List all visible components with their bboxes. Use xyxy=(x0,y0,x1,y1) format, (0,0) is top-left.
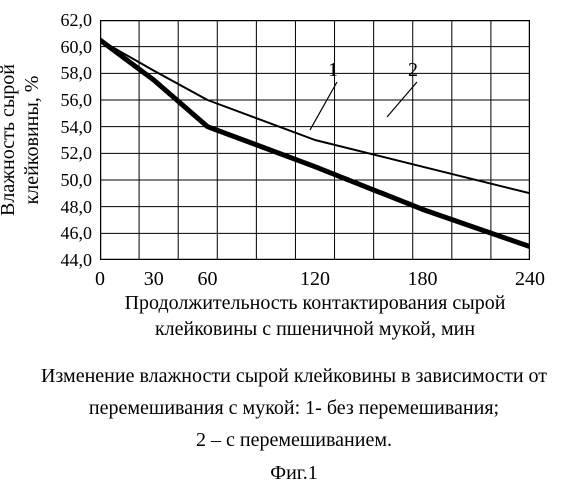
y-axis-label: Влажность сырой клейковины, % xyxy=(0,64,44,216)
y-axis-label-line1: Влажность сырой xyxy=(0,64,19,216)
x-tick-label: 240 xyxy=(515,268,545,291)
x-tick-label: 60 xyxy=(198,268,218,291)
x-tick-label: 120 xyxy=(300,268,330,291)
series-label-2: 2 xyxy=(408,59,418,81)
y-tick-label: 52,0 xyxy=(61,144,93,162)
chart-plot-area: 12 44,046,048,050,052,054,056,058,060,06… xyxy=(100,20,530,260)
caption-line-3: 2 – с перемешиванием. xyxy=(196,429,392,451)
series-label-1: 1 xyxy=(328,59,338,81)
y-tick-label: 54,0 xyxy=(61,118,93,136)
y-tick-label: 58,0 xyxy=(61,64,93,82)
y-axis-label-container: Влажность сырой клейковины, % xyxy=(0,20,40,260)
figure-caption: Изменение влажности сырой клейковины в з… xyxy=(0,360,588,456)
y-tick-label: 48,0 xyxy=(61,198,93,216)
caption-line-2: перемешивания с мукой: 1- без перемешива… xyxy=(89,397,499,419)
y-tick-label: 46,0 xyxy=(61,224,93,242)
x-axis-label: Продолжительность контактирования сырой … xyxy=(100,290,530,342)
y-tick-label: 60,0 xyxy=(61,38,93,56)
y-axis-label-line2: клейковины, % xyxy=(21,76,43,205)
x-tick-label: 180 xyxy=(408,268,438,291)
caption-line-1: Изменение влажности сырой клейковины в з… xyxy=(41,365,547,387)
y-tick-label: 50,0 xyxy=(61,171,93,189)
x-tick-label: 0 xyxy=(95,268,105,291)
figure-root: Влажность сырой клейковины, % 12 44,046,… xyxy=(0,0,588,500)
y-tick-label: 56,0 xyxy=(61,91,93,109)
figure-number-label: Фиг.1 xyxy=(0,462,588,485)
x-tick-label: 30 xyxy=(144,268,164,291)
y-tick-label: 44,0 xyxy=(61,251,93,269)
y-tick-label: 62,0 xyxy=(61,11,93,29)
chart-svg: 12 xyxy=(100,20,530,260)
